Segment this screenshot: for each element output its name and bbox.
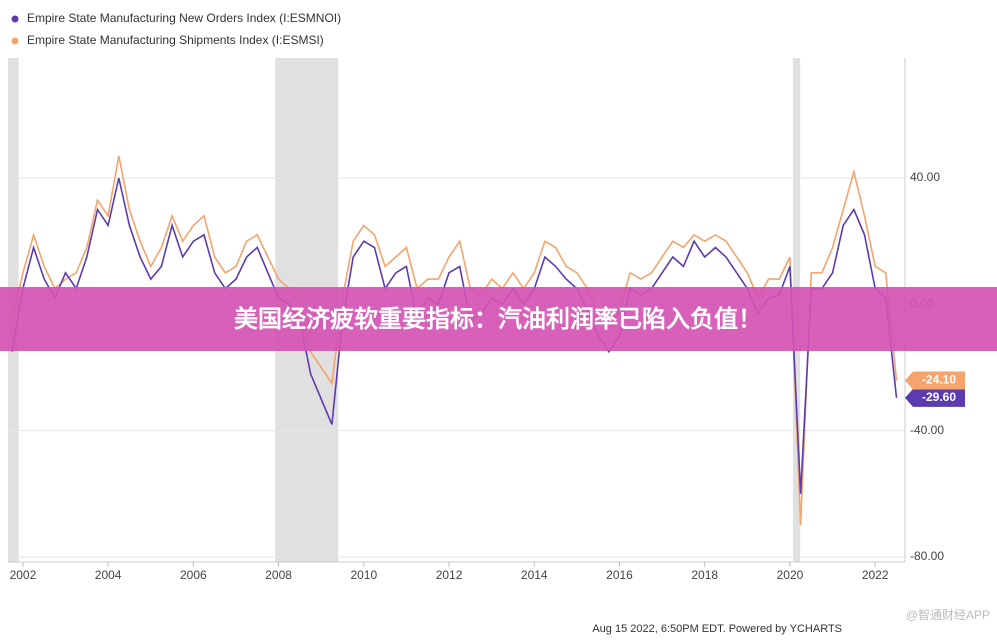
- x-tick-label: 2012: [436, 568, 463, 582]
- x-tick-label: 2006: [180, 568, 207, 582]
- legend-label: Empire State Manufacturing New Orders In…: [27, 11, 341, 25]
- end-label: -24.10: [922, 373, 956, 387]
- banner-bg: [0, 287, 997, 351]
- legend-label: Empire State Manufacturing Shipments Ind…: [27, 33, 324, 47]
- x-tick-label: 2020: [777, 568, 804, 582]
- x-tick-label: 2014: [521, 568, 548, 582]
- banner-text: 美国经济疲软重要指标：汽油利润率已陷入负值！: [234, 305, 762, 333]
- x-tick-label: 2018: [691, 568, 718, 582]
- legend-marker: [11, 37, 19, 45]
- x-tick-label: 2004: [95, 568, 122, 582]
- end-label-bg: [905, 388, 965, 407]
- y-tick-label: -40.00: [910, 423, 944, 437]
- x-tick-label: 2002: [10, 568, 37, 582]
- series-line: [11, 155, 898, 526]
- x-tick-label: 2022: [862, 568, 889, 582]
- y-tick-label: -80.00: [910, 549, 944, 563]
- legend-marker: [11, 15, 19, 23]
- x-tick-label: 2016: [606, 568, 633, 582]
- end-label-bg: [905, 371, 965, 390]
- y-tick-label: 40.00: [910, 170, 940, 184]
- end-label: -29.60: [922, 390, 956, 404]
- footer: Aug 15 2022, 6:50PM EDT. Powered by YCHA…: [592, 623, 842, 635]
- x-tick-label: 2010: [350, 568, 377, 582]
- x-tick-label: 2008: [265, 568, 292, 582]
- watermark: @智通财经APP: [906, 607, 990, 622]
